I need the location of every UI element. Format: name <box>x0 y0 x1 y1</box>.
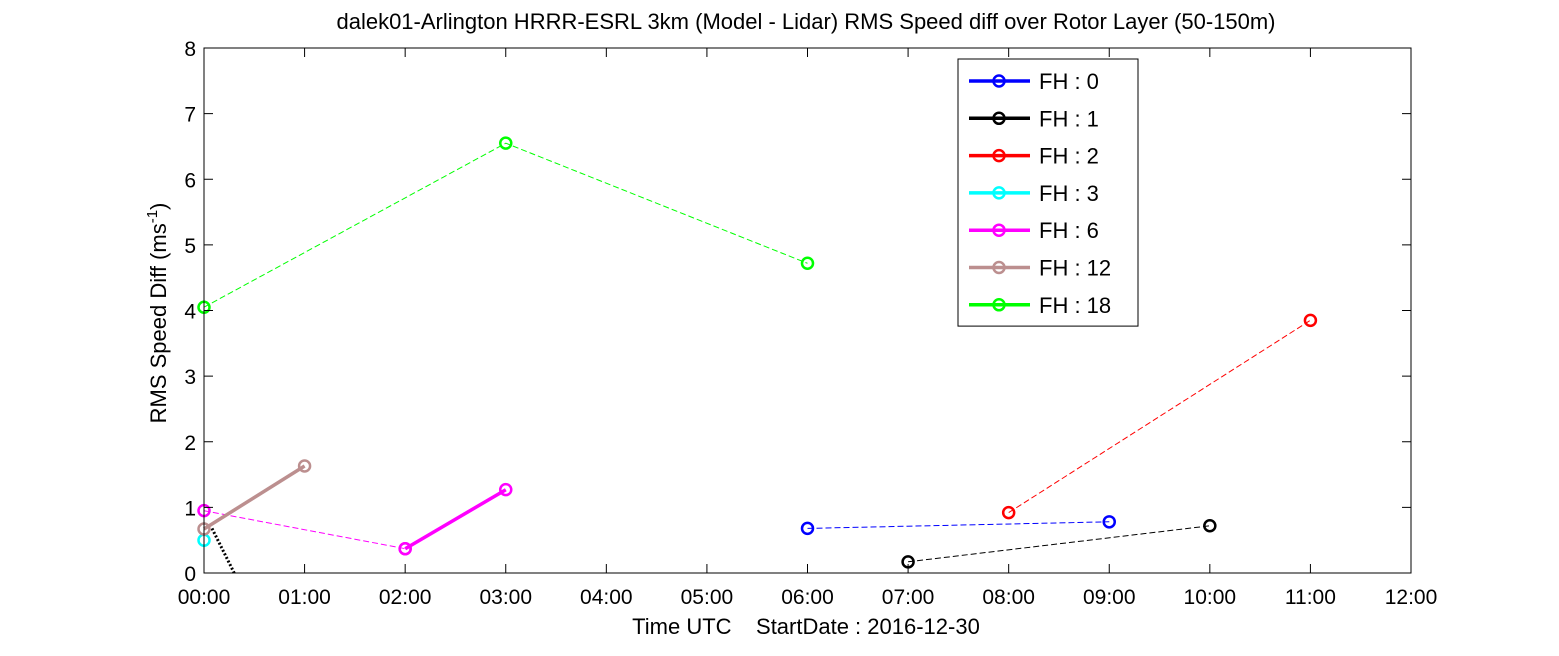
data-point-marker <box>297 459 312 473</box>
legend-marker-swatch <box>992 298 1006 312</box>
y-tick-label: 1 <box>184 497 196 520</box>
legend-label: FH : 2 <box>1039 144 1099 169</box>
series-line <box>203 464 306 531</box>
legend-marker-swatch <box>992 223 1006 237</box>
x-tick-label: 12:00 <box>1385 586 1438 609</box>
y-axis-ticks: 0 1 2 3 4 5 6 7 8 <box>184 38 1411 586</box>
legend-label: FH : 1 <box>1039 106 1099 131</box>
y-axis-label-text: RMS Speed Diff (ms <box>146 223 171 423</box>
legend-label: FH : 12 <box>1039 256 1111 281</box>
y-tick-label: 7 <box>184 104 196 127</box>
x-tick-label: 08:00 <box>982 586 1035 609</box>
legend-marker-swatch <box>992 260 1006 275</box>
series-line <box>908 525 1210 563</box>
x-tick-label: 02:00 <box>379 586 432 609</box>
series-line <box>203 510 406 550</box>
y-tick-label: 0 <box>184 563 196 586</box>
data-point-marker <box>499 136 513 150</box>
y-tick-label: 8 <box>184 38 196 61</box>
legend-marker-swatch <box>992 148 1006 163</box>
legend-label: FH : 0 <box>1039 69 1099 94</box>
legend-label: FH : 18 <box>1039 293 1111 318</box>
x-tick-label: 07:00 <box>882 586 935 609</box>
x-tick-label: 04:00 <box>580 586 633 609</box>
y-tick-label: 5 <box>184 235 196 258</box>
legend-label: FH : 3 <box>1039 181 1099 206</box>
data-point-marker <box>499 482 513 497</box>
axes <box>203 47 1412 574</box>
series-line <box>210 527 236 574</box>
x-axis-label: Time UTC StartDate : 2016-12-30 <box>632 614 980 639</box>
series-line <box>1008 319 1311 514</box>
legend-marker-swatch <box>992 74 1006 88</box>
series-line <box>807 521 1110 529</box>
data-point-marker <box>1303 313 1318 328</box>
series-line <box>203 142 808 308</box>
plot-area <box>197 136 1318 574</box>
y-tick-label: 4 <box>184 301 196 324</box>
data-point-marker <box>1203 519 1217 533</box>
chart-title: dalek01-Arlington HRRR-ESRL 3km (Model -… <box>336 9 1275 34</box>
y-tick-label: 6 <box>184 169 196 192</box>
legend: FH : 0 FH : 1 FH : 2 FH : 3 FH : 6 FH : 12 FH … <box>957 58 1139 327</box>
legend-marker-swatch <box>992 111 1006 126</box>
legend-marker-swatch <box>992 186 1006 200</box>
x-tick-label: 06:00 <box>781 586 834 609</box>
x-tick-label: 05:00 <box>681 586 734 609</box>
x-tick-label: 10:00 <box>1184 586 1237 609</box>
x-tick-label: 00:00 <box>178 586 231 609</box>
data-point-marker <box>800 256 815 270</box>
x-axis-ticks: 00:00 01:00 02:00 03:00 04:00 05:00 06:00 07:00… <box>178 48 1438 609</box>
data-point-marker <box>800 521 815 536</box>
axes-box <box>203 47 1412 574</box>
x-tick-label: 03:00 <box>479 586 532 609</box>
data-point-marker <box>1001 505 1016 520</box>
series-line <box>404 488 507 551</box>
y-axis-label: RMS Speed Diff (ms-1) <box>144 203 171 424</box>
y-axis-label-superscript: -1 <box>144 210 161 223</box>
y-axis-label-suffix: ) <box>146 203 171 210</box>
y-tick-label: 2 <box>184 432 196 455</box>
y-tick-label: 3 <box>184 366 196 389</box>
data-point-marker <box>1102 515 1116 529</box>
data-point-marker <box>398 541 412 556</box>
x-tick-label: 01:00 <box>278 586 331 609</box>
legend-label: FH : 6 <box>1039 218 1099 243</box>
x-tick-label: 11:00 <box>1285 586 1336 609</box>
x-tick-label: 09:00 <box>1083 586 1136 609</box>
